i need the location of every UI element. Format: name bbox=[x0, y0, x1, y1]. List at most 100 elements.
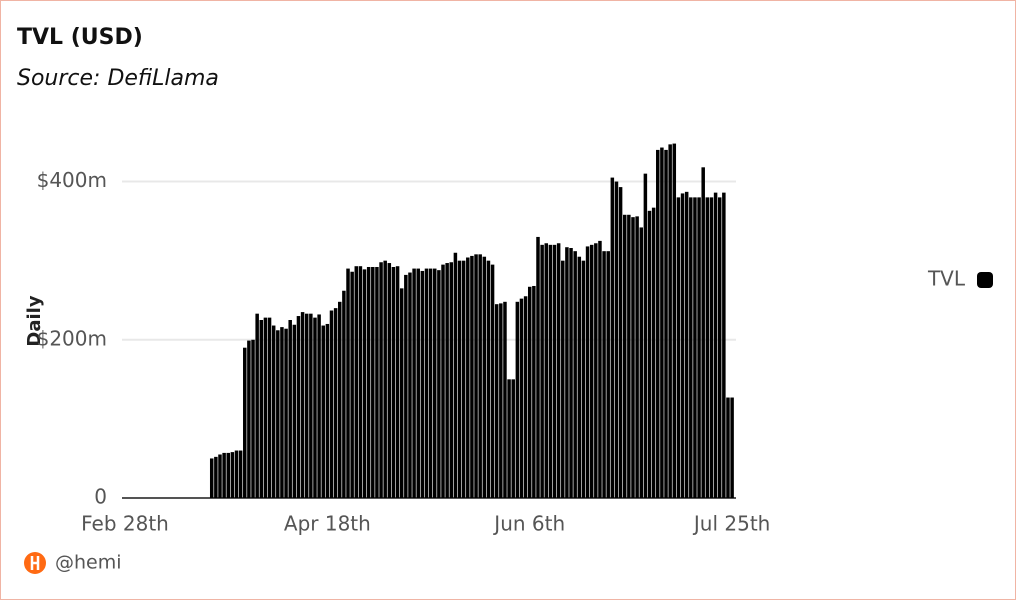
bar bbox=[618, 187, 623, 499]
bar bbox=[470, 255, 474, 498]
bar bbox=[383, 260, 387, 498]
bar bbox=[338, 301, 342, 498]
bar bbox=[717, 197, 722, 498]
bar bbox=[552, 244, 557, 498]
bar bbox=[433, 268, 437, 498]
bar bbox=[486, 260, 491, 498]
bar bbox=[565, 247, 569, 498]
x-tick-label: Feb 28th bbox=[81, 512, 169, 536]
bar bbox=[614, 181, 619, 499]
bar bbox=[507, 379, 511, 498]
x-tick-label: Jun 6th bbox=[492, 512, 565, 536]
bar bbox=[399, 288, 404, 498]
bar bbox=[445, 263, 449, 498]
bar bbox=[333, 308, 338, 498]
bar bbox=[511, 379, 515, 498]
bar bbox=[391, 266, 396, 498]
bar bbox=[519, 298, 524, 498]
bar bbox=[713, 192, 718, 498]
footer-handle: @hemi bbox=[55, 552, 122, 574]
bar bbox=[243, 347, 247, 498]
bar bbox=[214, 456, 218, 498]
bar bbox=[722, 192, 726, 498]
bar bbox=[408, 272, 412, 498]
bar bbox=[569, 248, 573, 498]
bar bbox=[395, 266, 400, 498]
bar bbox=[494, 304, 499, 498]
bar bbox=[693, 197, 697, 498]
bar bbox=[251, 339, 255, 498]
bar bbox=[271, 325, 276, 498]
bar bbox=[503, 301, 507, 498]
bar bbox=[461, 260, 466, 498]
legend: TVL bbox=[927, 267, 993, 291]
bar bbox=[247, 340, 251, 498]
bar bbox=[672, 143, 677, 499]
bar bbox=[292, 324, 297, 498]
bar bbox=[466, 257, 470, 498]
bar bbox=[404, 274, 408, 498]
bar bbox=[358, 266, 363, 498]
bar bbox=[726, 397, 730, 498]
bar bbox=[342, 290, 346, 498]
bar bbox=[701, 167, 705, 498]
bar bbox=[594, 243, 598, 498]
bar bbox=[296, 316, 301, 498]
bar bbox=[309, 313, 313, 498]
bar bbox=[561, 260, 565, 498]
bar bbox=[532, 285, 536, 498]
bar bbox=[656, 149, 660, 498]
logo-mark bbox=[30, 556, 40, 570]
bar bbox=[589, 244, 594, 498]
bar bbox=[598, 240, 602, 498]
bar bbox=[325, 323, 330, 498]
bar bbox=[313, 317, 317, 498]
bar bbox=[684, 191, 689, 498]
x-tick-label: Apr 18th bbox=[284, 512, 371, 536]
bar bbox=[288, 320, 292, 498]
bar bbox=[556, 243, 561, 498]
bar bbox=[238, 450, 243, 498]
bar bbox=[375, 266, 379, 498]
bar bbox=[362, 269, 367, 498]
bar bbox=[602, 251, 606, 498]
bar bbox=[428, 268, 433, 498]
bar bbox=[523, 296, 528, 498]
bar bbox=[263, 317, 268, 498]
bar bbox=[697, 197, 701, 498]
bar bbox=[544, 243, 549, 498]
bar bbox=[660, 147, 664, 498]
bar bbox=[276, 330, 280, 498]
bar bbox=[709, 197, 714, 498]
bar bbox=[622, 214, 627, 498]
bar bbox=[689, 197, 693, 498]
bar bbox=[585, 246, 590, 498]
bar bbox=[379, 262, 383, 498]
bar bbox=[457, 260, 462, 498]
bar bbox=[259, 320, 264, 498]
y-axis-label: Daily bbox=[24, 295, 45, 346]
bar bbox=[280, 327, 284, 498]
legend-swatch bbox=[977, 272, 993, 288]
bar bbox=[267, 317, 272, 498]
bar bbox=[474, 254, 478, 498]
bar bbox=[354, 266, 359, 498]
bar bbox=[631, 217, 635, 498]
bar bbox=[366, 266, 371, 498]
legend-label: TVL bbox=[927, 267, 966, 291]
bar bbox=[441, 264, 445, 498]
bar bbox=[680, 193, 685, 498]
y-tick-label: 0 bbox=[94, 485, 107, 509]
bar bbox=[490, 264, 495, 498]
bar bbox=[304, 313, 309, 498]
bar bbox=[449, 262, 454, 498]
bar bbox=[527, 286, 532, 498]
bar bbox=[540, 244, 544, 498]
bar bbox=[222, 452, 226, 498]
bar bbox=[416, 268, 420, 498]
bar bbox=[437, 270, 441, 498]
bar bbox=[424, 268, 429, 498]
bar bbox=[234, 450, 239, 498]
